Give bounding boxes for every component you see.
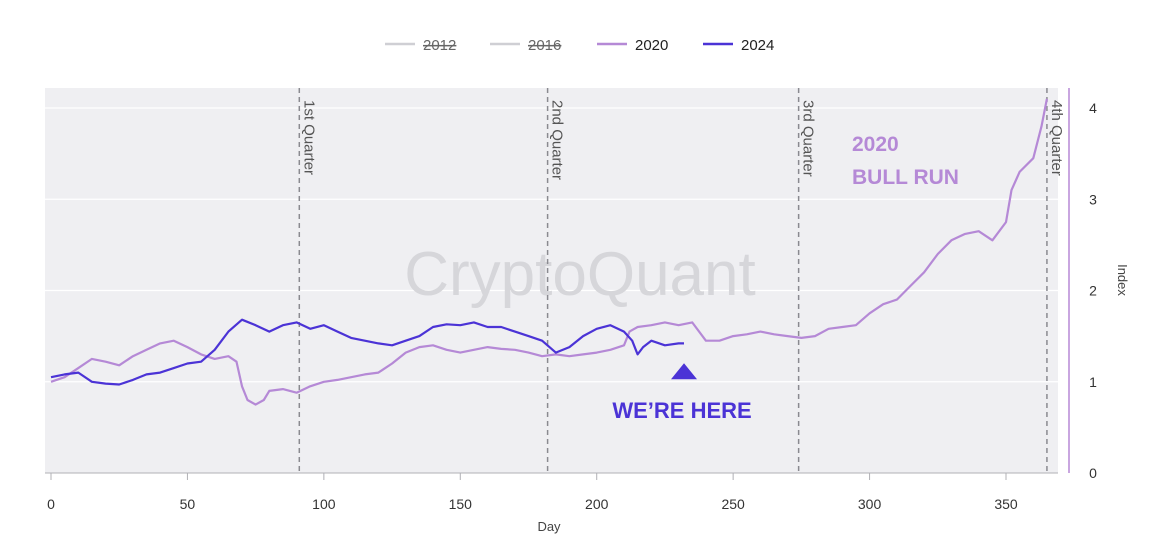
x-tick-label-2: 100 [312,496,336,512]
legend-item-2012[interactable]: 2012 [385,37,456,54]
legend-item-2016[interactable]: 2016 [490,37,561,54]
x-tick-label-6: 300 [858,496,882,512]
quarter-label-3: 3rd Quarter [800,100,817,177]
annotations: 2020 BULL RUN WE’RE HERE [612,133,959,423]
legend-label-2024: 2024 [741,37,774,54]
legend-label-2012: 2012 [423,37,456,54]
y-tick-label-1: 1 [1089,374,1097,390]
y-tick-label-4: 4 [1089,100,1097,116]
y-tick-label-2: 2 [1089,283,1097,299]
x-axis: 0 50 100 150 200 250 300 350 [45,472,1058,512]
x-tick-label-7: 350 [994,496,1018,512]
chart-legend: 2012 2016 2020 2024 [385,37,774,54]
legend-label-2020: 2020 [635,37,668,54]
x-tick-label-0: 0 [47,496,55,512]
legend-item-2020[interactable]: 2020 [597,37,668,54]
y-axis-title: Index [1115,264,1130,296]
quarter-label-4: 4th Quarter [1048,100,1065,176]
series-lines [50,98,1048,406]
y-tick-label-0: 0 [1089,465,1097,481]
here-annotation: WE’RE HERE [612,398,751,423]
bull-run-annotation-year: 2020 [852,133,899,156]
here-triangle-icon [671,363,698,380]
y-tick-label-3: 3 [1089,191,1097,207]
watermark-text: CryptoQuant [404,240,756,309]
x-axis-title: Day [537,519,561,534]
series-line-2024 [50,318,684,386]
quarter-label-1: 1st Quarter [300,100,317,175]
y-axis: 0 1 2 3 4 [1068,88,1097,481]
x-tick-label-3: 150 [449,496,473,512]
quarter-label-2: 2nd Quarter [549,100,566,180]
quarter-markers: 1st Quarter 2nd Quarter 3rd Quarter 4th Qua… [298,88,1065,473]
bull-run-annotation-label: BULL RUN [852,166,959,189]
plot-area [45,88,1058,473]
x-tick-label-1: 50 [180,496,196,512]
x-tick-label-4: 200 [585,496,609,512]
series-line-2020 [50,98,1048,406]
x-tick-label-5: 250 [721,496,745,512]
legend-item-2024[interactable]: 2024 [703,37,774,54]
legend-label-2016: 2016 [528,37,561,54]
grid-lines [45,107,1058,383]
